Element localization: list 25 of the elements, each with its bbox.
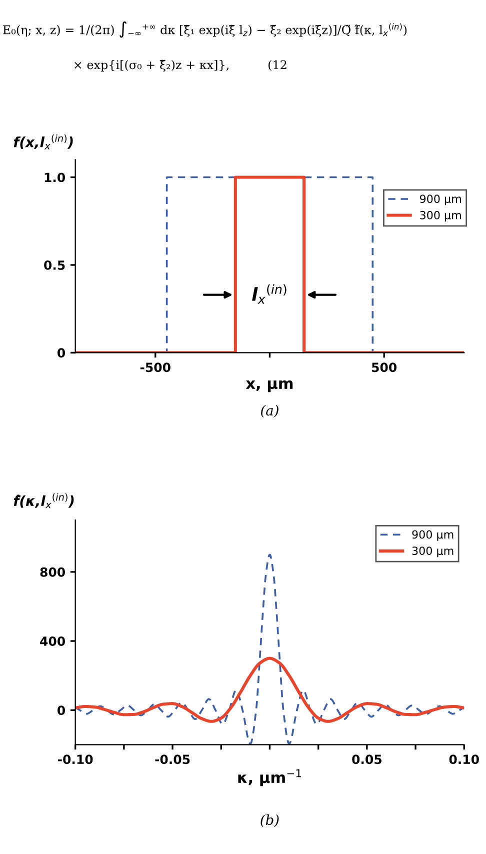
y-tick-label: 0 — [58, 706, 66, 716]
x-tick-label: 0.10 — [449, 754, 479, 764]
x-tick-label: -0.05 — [155, 754, 190, 764]
y-tick-label: 0.5 — [44, 260, 65, 270]
y-tick-label: 1.0 — [44, 172, 66, 182]
x-tick-label: 500 — [372, 362, 397, 372]
y-tick-label: 400 — [40, 636, 66, 646]
chart-title: E₀(η; x, z) = 1/(2π) ∫$_{−∞}$$^{+∞}$ dκ [ξ̃₁ exp(iξ̃ l$_{z}$) − ξ̃₂ exp(iξz)]/Q̃ f̂(κ, l$_{x}$$^{(in)}$) — [3, 21, 407, 38]
y-tick-label: 800 — [40, 567, 66, 577]
y-tick-label: 0 — [58, 348, 66, 358]
x-tick-label: 0.05 — [352, 754, 382, 764]
legend-label: 300 μm — [412, 546, 454, 558]
legend-label: 900 μm — [420, 194, 461, 206]
x-axis-title: κ, μm$^{−1}$ — [238, 769, 302, 786]
text: (b) — [260, 814, 279, 828]
y-axis-title: f(x,l$_{x}$$^{(in)}$) — [14, 134, 73, 150]
x-tick-label: -500 — [140, 362, 170, 372]
legend-label: 900 μm — [412, 530, 454, 541]
annotation: l$_{x}$$^{(in)}$ — [252, 284, 286, 304]
x-axis-title: x, μm — [246, 380, 293, 392]
y-axis-title: f̂(κ,l$_{x}$$^{(in)}$) — [14, 493, 74, 508]
legend-label: 300 μm — [420, 210, 461, 222]
text: (a) — [261, 404, 278, 418]
chart-subtitle: × exp{i[(σ₀ + ξ̃₂)z + κx]}, (12 — [74, 60, 286, 72]
x-tick-label: -0.10 — [58, 754, 93, 764]
